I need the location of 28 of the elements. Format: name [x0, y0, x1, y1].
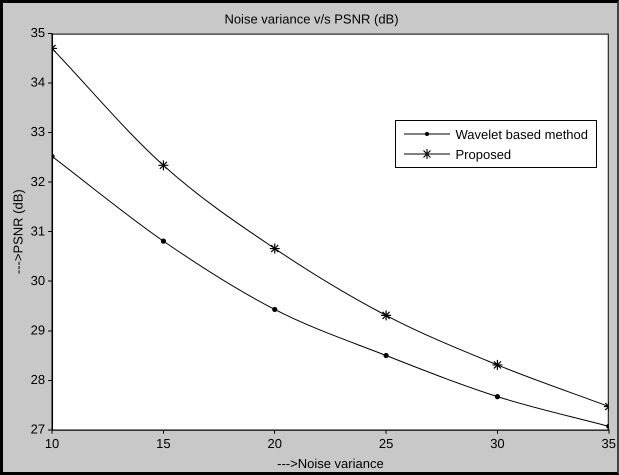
legend-label: Proposed	[456, 146, 512, 162]
y-tick-label: 29	[30, 322, 46, 338]
y-tick-label: 34	[30, 74, 46, 90]
y-tick-label: 35	[30, 25, 46, 40]
point	[269, 242, 280, 254]
y-tick-label: 33	[30, 124, 46, 140]
y-tick-label: 28	[30, 372, 46, 387]
x-tick-label: 15	[156, 436, 171, 452]
y-axis-title: --->PSNR (dB)	[10, 189, 26, 274]
point	[380, 310, 392, 321]
x-tick-label: 25	[378, 436, 394, 452]
point	[492, 359, 504, 371]
legend-label: Wavelet based method	[456, 126, 588, 142]
point	[160, 238, 166, 244]
y-tick-label: 30	[30, 272, 46, 288]
y-tick-label: 27	[30, 421, 46, 436]
x-tick-label: 30	[490, 436, 505, 452]
y-tick-label: 31	[30, 223, 46, 238]
x-axis-title: --->Noise variance	[277, 456, 384, 471]
x-tick-label: 35	[602, 436, 616, 452]
point	[383, 352, 389, 358]
x-tick-label: 10	[44, 436, 60, 452]
point	[272, 306, 278, 312]
point	[158, 160, 169, 171]
y-tick-label: 32	[30, 174, 46, 189]
chart-title: Noise variance v/s PSNR (dB)	[224, 11, 399, 26]
point	[494, 394, 500, 400]
x-tick-label: 20	[268, 436, 282, 452]
